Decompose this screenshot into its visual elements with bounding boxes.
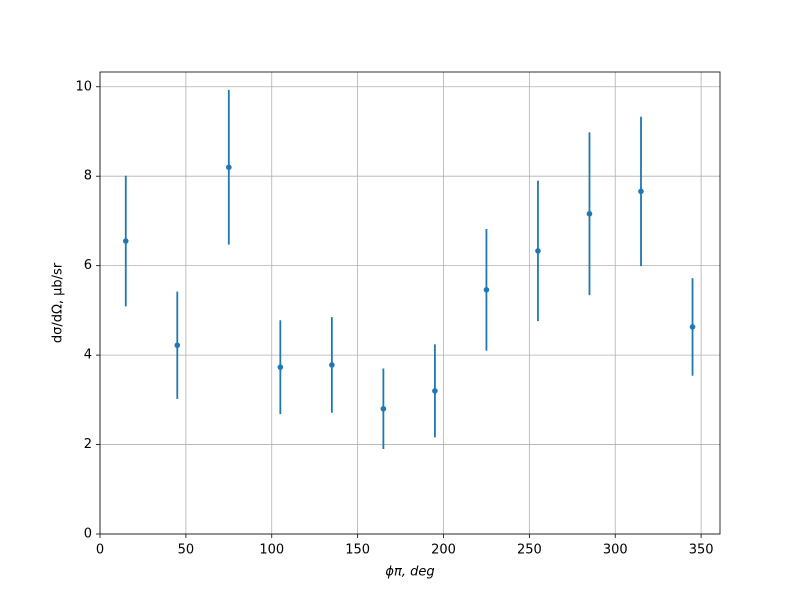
x-tick-label: 350	[689, 543, 714, 558]
data-point	[586, 210, 593, 217]
data-point	[329, 362, 335, 368]
x-tick-label: 200	[431, 543, 456, 558]
data-point	[689, 324, 696, 330]
x-tick-label: 50	[178, 543, 195, 558]
y-tick-label: 2	[84, 437, 92, 452]
data-point	[638, 188, 644, 195]
data-point	[226, 164, 232, 171]
x-axis-label: ϕπ, deg	[385, 565, 434, 580]
y-tick-label: 0	[84, 527, 92, 542]
x-tick-label: 250	[517, 543, 542, 558]
y-tick-label: 10	[75, 79, 92, 94]
data-point	[535, 248, 541, 254]
data-point	[174, 342, 181, 349]
y-tick-label: 6	[84, 258, 92, 273]
y-tick-label: 8	[84, 169, 92, 184]
data-point	[483, 287, 490, 293]
x-tick-label: 300	[603, 543, 628, 558]
x-tick-label: 100	[259, 543, 284, 558]
x-tick-label: 150	[345, 543, 370, 558]
y-axis-label: dσ/dΩ, μb/sr	[51, 262, 66, 343]
plot-frame	[99, 71, 721, 535]
data-point	[122, 238, 129, 244]
data-point	[432, 388, 438, 394]
y-tick-label: 4	[84, 348, 92, 363]
data-point	[380, 405, 387, 412]
data-point	[277, 364, 284, 370]
x-tick-label: 0	[96, 543, 104, 558]
